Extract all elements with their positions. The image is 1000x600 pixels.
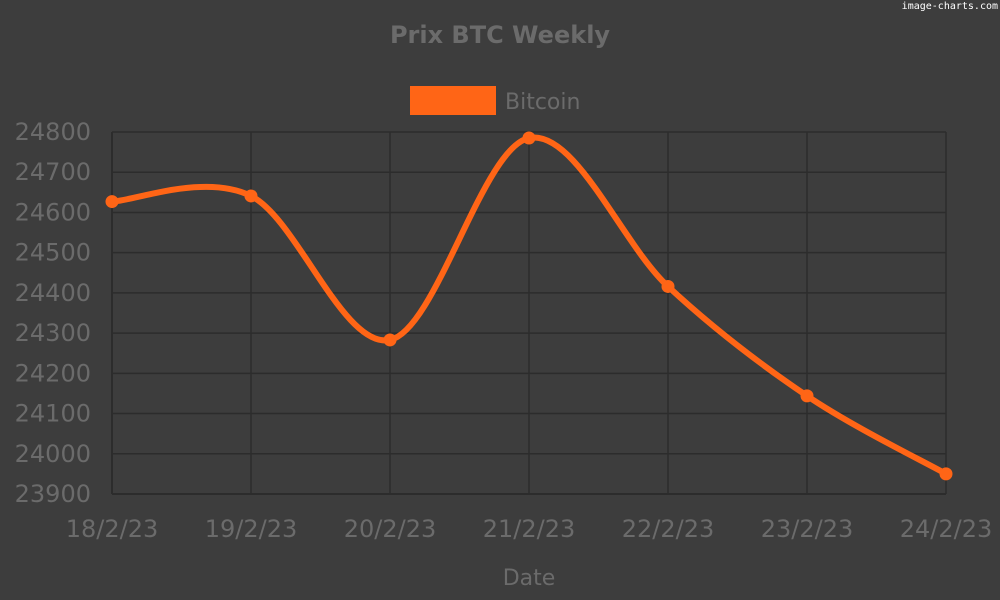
y-tick-label-4: 24300: [15, 319, 91, 347]
y-tick-label-6: 24500: [15, 239, 91, 267]
data-point-6[interactable]: [939, 467, 953, 481]
data-point-5[interactable]: [800, 389, 814, 403]
watermark: image-charts.com: [902, 1, 998, 12]
data-point-2[interactable]: [383, 333, 397, 347]
y-axis-ticks: 23900 24000 24100 24200 24300 24400 24500 24600…: [15, 118, 91, 508]
y-tick-label-9: 24800: [15, 118, 91, 146]
y-tick-label-1: 24000: [15, 440, 91, 468]
x-tick-label-4: 22/2/23: [622, 515, 715, 543]
y-tick-label-8: 24700: [15, 158, 91, 186]
x-tick-label-0: 18/2/23: [66, 515, 159, 543]
data-point-4[interactable]: [661, 279, 675, 293]
data-point-0[interactable]: [105, 195, 119, 209]
x-axis-label: Date: [503, 566, 556, 591]
y-tick-label-5: 24400: [15, 279, 91, 307]
data-point-3[interactable]: [522, 131, 536, 145]
x-axis-ticks: 18/2/23 19/2/23 20/2/23 21/2/23 22/2/23 23/2/…: [66, 515, 993, 543]
legend: Bitcoin: [410, 86, 580, 115]
x-tick-label-3: 21/2/23: [483, 515, 576, 543]
data-point-1[interactable]: [244, 189, 258, 203]
series-bitcoin: [105, 131, 953, 481]
x-tick-label-1: 19/2/23: [205, 515, 298, 543]
legend-label-bitcoin: Bitcoin: [505, 90, 580, 115]
y-tick-label-2: 24100: [15, 400, 91, 428]
x-tick-label-6: 24/2/23: [900, 515, 993, 543]
y-tick-label-3: 24200: [15, 359, 91, 387]
y-tick-label-7: 24600: [15, 198, 91, 226]
x-tick-label-5: 23/2/23: [761, 515, 854, 543]
chart-title: Prix BTC Weekly: [390, 21, 610, 49]
y-tick-label-0: 23900: [15, 480, 91, 508]
grid: [111, 131, 947, 495]
x-tick-label-2: 20/2/23: [344, 515, 437, 543]
legend-swatch-bitcoin: [410, 86, 496, 115]
